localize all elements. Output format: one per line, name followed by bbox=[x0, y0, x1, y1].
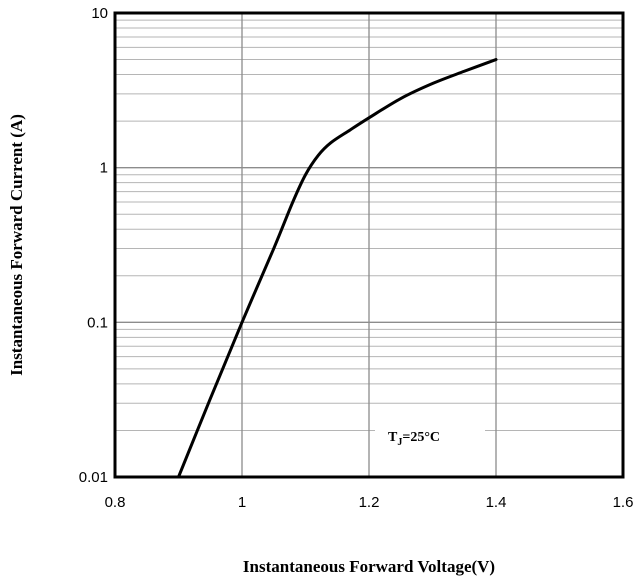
major-gridlines bbox=[114, 12, 624, 478]
tj-annotation: TJ=25°C bbox=[388, 430, 440, 448]
x-tick-labels: 0.8 1 1.2 1.4 1.6 bbox=[105, 494, 634, 511]
y-tick-labels: 0.01 0.1 1 10 bbox=[79, 5, 108, 486]
x-tick-label: 0.8 bbox=[105, 494, 126, 511]
y-tick-label: 1 bbox=[100, 160, 108, 177]
annotation-subscript: J bbox=[397, 437, 402, 448]
y-tick-label: 0.01 bbox=[79, 469, 108, 486]
x-tick-label: 1.6 bbox=[613, 494, 634, 511]
y-axis-title: Instantaneous Forward Current (A) bbox=[7, 114, 26, 376]
y-tick-label: 10 bbox=[91, 5, 108, 22]
annotation-box: TJ=25°C bbox=[375, 420, 485, 452]
x-tick-label: 1.2 bbox=[359, 494, 380, 511]
y-tick-label: 0.1 bbox=[87, 314, 108, 331]
x-axis-title: Instantaneous Forward Voltage(V) bbox=[243, 557, 495, 576]
plot-area-frame bbox=[113, 11, 625, 479]
annotation-main: T bbox=[388, 430, 398, 445]
annotation-rest: =25°C bbox=[402, 430, 440, 445]
series-line bbox=[177, 58, 498, 479]
x-tick-label: 1.4 bbox=[486, 494, 507, 511]
annotation-background bbox=[375, 420, 485, 452]
x-tick-label: 1 bbox=[238, 494, 246, 511]
